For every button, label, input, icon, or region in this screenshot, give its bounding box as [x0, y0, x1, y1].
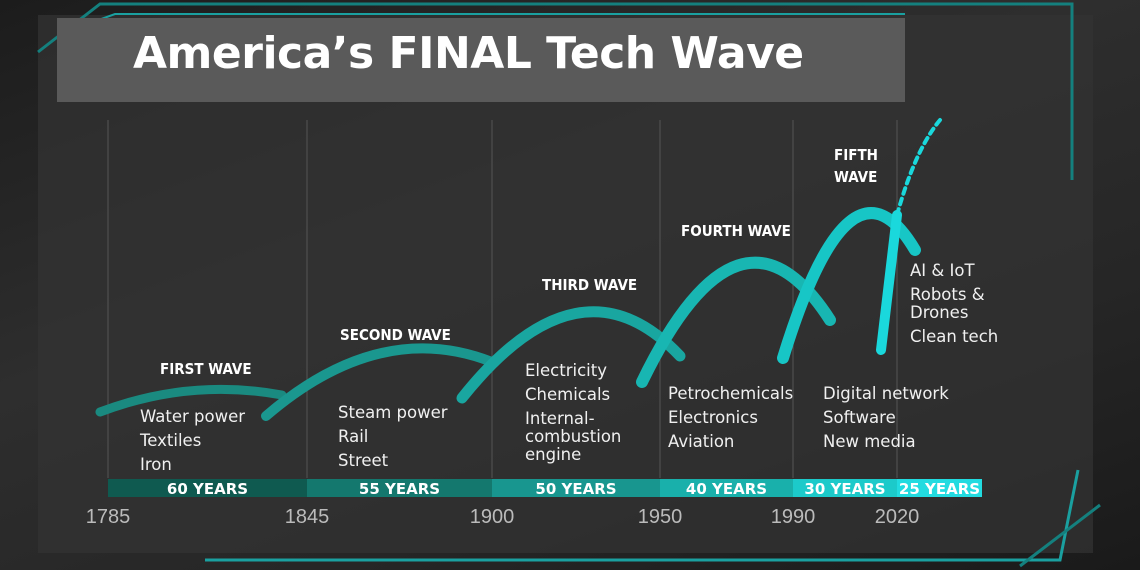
wave-item: Rail — [338, 427, 369, 446]
wave-item: Steam power — [338, 403, 448, 422]
wave-label: FIFTH WAVE — [834, 146, 878, 186]
wave-label: FOURTH WAVE — [681, 222, 791, 240]
year-label: 1900 — [469, 506, 515, 528]
wave-items: AI & IoT Robots & Drones Clean tech — [910, 262, 1002, 352]
wave-item: Water power — [140, 407, 246, 426]
wave-label: THIRD WAVE — [542, 276, 638, 294]
title: America’s FINAL Tech Wave — [133, 28, 804, 79]
wave-label: SECOND WAVE — [340, 326, 451, 344]
wave-items: Petrochemicals Electronics Aviation — [668, 385, 808, 457]
wave-item: Digital network — [823, 384, 949, 403]
duration-label: 60 YEARS — [166, 480, 249, 498]
duration-label: 25 YEARS — [898, 480, 981, 498]
wave-item: AI & IoT — [910, 261, 975, 280]
duration-label: 40 YEARS — [685, 480, 768, 498]
year-label: 1785 — [85, 506, 131, 528]
duration-label: 55 YEARS — [358, 480, 441, 498]
year-label: 1950 — [637, 506, 683, 528]
wave-item: Street — [338, 451, 389, 470]
wave-item: Iron — [140, 455, 172, 474]
year-label: 2020 — [874, 506, 920, 528]
wave-item: Aviation — [668, 432, 735, 451]
duration-label: 30 YEARS — [804, 480, 886, 498]
year-label: 1845 — [284, 506, 330, 528]
duration-label: 50 YEARS — [535, 480, 617, 498]
wave-item: Clean tech — [910, 327, 999, 346]
wave-item: Software — [823, 408, 896, 427]
wave-item: Internal-combustion engine — [525, 409, 622, 464]
wave-items: Electricity Chemicals Internal-combustion … — [525, 362, 635, 470]
wave-item: Petrochemicals — [668, 384, 794, 403]
wave-label: FIRST WAVE — [160, 360, 252, 378]
wave-item: Robots & Drones — [910, 285, 985, 322]
wave-items: Water power Textiles Iron — [140, 408, 280, 480]
year-label: 1990 — [770, 506, 816, 528]
wave-item: Chemicals — [525, 385, 611, 404]
wave-item: New media — [823, 432, 916, 451]
wave-items: Steam power Rail Street — [338, 404, 478, 476]
wave-item: Electricity — [525, 361, 607, 380]
wave-item: Textiles — [140, 431, 202, 450]
title-box — [57, 18, 905, 102]
wave-item: Electronics — [668, 408, 758, 427]
wave-items: Digital network Software New media — [823, 385, 973, 457]
